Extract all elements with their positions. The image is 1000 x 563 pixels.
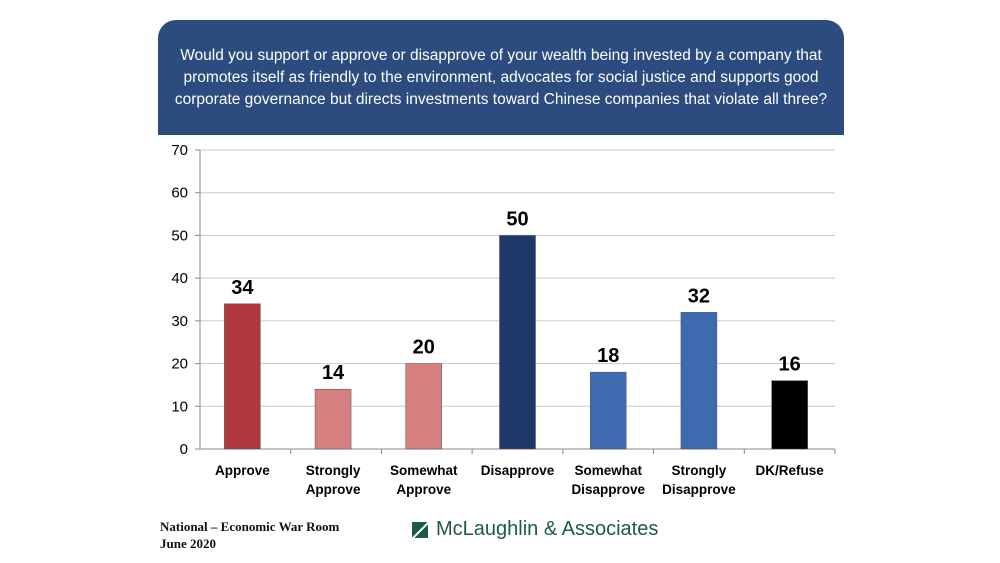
company-logo: McLaughlin & Associates: [412, 518, 658, 541]
bar: [224, 303, 261, 450]
bar: [771, 380, 808, 450]
y-tick-label: 60: [171, 185, 188, 202]
data-label: 34: [231, 277, 254, 299]
y-tick-label: 0: [180, 441, 188, 458]
survey-name: National – Economic War Room: [160, 519, 340, 534]
data-label: 32: [688, 285, 710, 307]
data-label: 14: [322, 362, 345, 384]
x-tick-label: Somewhat: [574, 463, 642, 478]
data-label: 50: [506, 208, 528, 230]
x-tick-label: Disapprove: [571, 482, 645, 497]
bar: [405, 363, 443, 450]
bar: [589, 371, 627, 450]
x-tick-label: Somewhat: [390, 463, 458, 478]
y-tick-label: 40: [171, 270, 188, 287]
x-tick-label: Approve: [215, 463, 270, 478]
survey-date: June 2020: [160, 536, 216, 551]
data-label: 18: [597, 345, 619, 367]
x-tick-label: Disapprove: [662, 482, 736, 497]
x-tick-label: DK/Refuse: [756, 463, 825, 478]
y-tick-label: 20: [171, 356, 188, 373]
logo-mark-icon: [412, 521, 428, 538]
bar: [499, 235, 536, 450]
x-tick-label: Approve: [306, 482, 361, 497]
x-tick-label: Strongly: [672, 463, 727, 478]
data-label: 16: [779, 354, 801, 376]
y-tick-label: 70: [171, 142, 188, 159]
logo-text: McLaughlin & Associates: [436, 518, 659, 540]
x-tick-label: Strongly: [306, 463, 361, 478]
bar-chart: 0 10 20 30 40 50 60 70 34 Approve 14 Strongly Approv…: [171, 142, 836, 497]
x-tick-label: Approve: [396, 482, 451, 497]
y-tick-label: 30: [171, 313, 188, 330]
data-label: 20: [413, 337, 435, 359]
question-title: Would you support or approve or disappro…: [158, 20, 844, 135]
x-tick-label: Disapprove: [481, 463, 555, 478]
survey-source: National – Economic War Room June 2020: [160, 518, 339, 552]
y-tick-label: 10: [171, 398, 188, 415]
bar: [314, 388, 352, 450]
bar: [680, 312, 718, 450]
y-tick-label: 50: [171, 227, 188, 244]
